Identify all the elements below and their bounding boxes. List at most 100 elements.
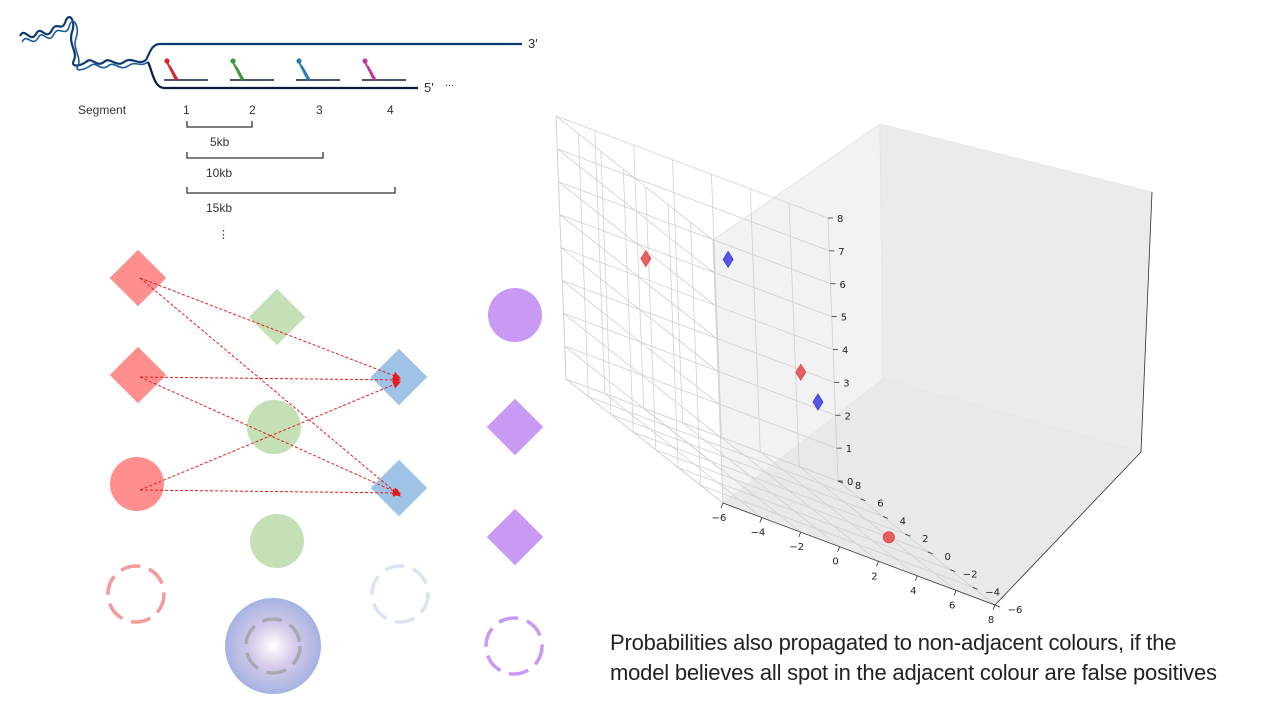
blue-diamond-spot-2 — [370, 459, 428, 517]
x-tick-label: 4 — [910, 586, 916, 597]
end-label-5prime: 5' — [424, 80, 434, 95]
z-tick-label: 1 — [846, 444, 852, 455]
z-tick-label: 8 — [837, 214, 843, 225]
probe-segment-2 — [230, 58, 274, 81]
y-tick-mark — [994, 604, 1001, 608]
y-tick-mark — [972, 586, 978, 590]
y-tick-mark — [927, 551, 933, 555]
blue-dashed-missing-spot — [370, 564, 430, 624]
span-bracket-5kb — [186, 121, 253, 128]
segment-number-2: 2 — [249, 103, 256, 117]
x-axis-line — [722, 502, 996, 606]
arrow-red1-to-blue2 — [139, 277, 401, 497]
z-grid-line — [563, 312, 836, 438]
x-tick-label: 8 — [988, 615, 994, 626]
y-tick-label: 0 — [945, 552, 951, 563]
scatter-point-circle — [882, 531, 895, 544]
z-tick-label: 5 — [841, 313, 847, 324]
grey-dashed-missing-spot — [244, 617, 302, 675]
x-tick-mark — [759, 517, 763, 523]
y-tick-label: 4 — [900, 516, 906, 527]
scatter-point-diamond — [795, 363, 807, 381]
y-tick-mark — [949, 569, 956, 572]
dna-diagram: 3' 5' ... Segment 1 — [19, 15, 538, 241]
template-strand-top — [145, 42, 522, 61]
y-tick-mark — [882, 516, 889, 519]
y-tick-label: 2 — [922, 534, 928, 545]
merged-probability-glow — [225, 598, 321, 694]
dna-helix-strand-a — [19, 15, 147, 67]
x-tick-label: 2 — [871, 571, 877, 582]
arrow-red1-to-blue1 — [139, 277, 401, 380]
probe-segment-3 — [296, 58, 340, 81]
z-tick-label: 4 — [842, 346, 848, 357]
template-strand-bottom — [146, 61, 418, 90]
x-tick-mark — [876, 561, 879, 567]
scatter-point-diamond — [722, 250, 734, 269]
grid-lines — [555, 115, 996, 606]
z-tick-label: 2 — [845, 411, 851, 422]
segment-number-4: 4 — [387, 103, 394, 117]
scatter-point-diamond — [640, 249, 652, 268]
red-diamond-spot-1 — [109, 249, 167, 307]
y-tick-label: −4 — [985, 587, 1000, 598]
z-tick-label: 6 — [840, 280, 846, 291]
caption: Probabilities also propagated to non-adj… — [610, 628, 1270, 688]
span-label-10kb: 10kb — [206, 166, 232, 180]
z-tick-label: 0 — [847, 477, 853, 488]
blue-diamond-spot-1 — [370, 348, 428, 406]
z-grid-line — [564, 345, 837, 471]
red-dashed-missing-spot — [106, 564, 166, 624]
caption-line-1: Probabilities also propagated to non-adj… — [610, 630, 1177, 655]
z-grid-line — [555, 115, 829, 241]
end-label-3prime: 3' — [528, 36, 538, 51]
data-points — [640, 249, 895, 544]
z-grid-line — [557, 148, 830, 274]
y-tick-mark — [860, 498, 866, 502]
span-bracket-10kb — [186, 152, 324, 159]
z-grid-line — [562, 280, 835, 405]
red-circle-spot — [110, 457, 164, 511]
red-diamond-spot-2 — [109, 346, 167, 404]
y-tick-label: −2 — [963, 570, 978, 581]
z-grid-line — [559, 214, 832, 339]
segment-number-1: 1 — [183, 103, 190, 117]
z-grid-line — [558, 181, 831, 307]
span-bracket-15kb — [186, 187, 396, 194]
probe-segment-4 — [362, 58, 406, 81]
dna-helix-strand-b — [21, 20, 149, 71]
z-tick-label: 3 — [843, 378, 849, 389]
span-label-15kb: 15kb — [206, 201, 232, 215]
arrow-red2-to-blue1 — [139, 375, 401, 384]
x-tick-mark — [837, 546, 840, 552]
z-tick-label: 7 — [838, 247, 844, 258]
scatter-point-diamond — [812, 393, 824, 411]
purple-diamond-spot-2 — [486, 508, 544, 566]
green-circle-spot-2 — [250, 514, 304, 568]
continuation-ellipsis: ... — [445, 77, 454, 89]
x-tick-label: −4 — [750, 528, 765, 539]
x-tick-mark — [720, 502, 724, 509]
x-tick-mark — [992, 604, 996, 611]
segment-label: Segment — [78, 103, 127, 117]
x-tick-mark — [798, 531, 802, 538]
green-diamond-spot — [248, 288, 306, 346]
arrow-red3-to-blue2 — [139, 488, 401, 497]
x-tick-mark — [914, 575, 918, 582]
more-spans-ellipsis: ⋮ — [218, 229, 229, 241]
x-tick-label: −6 — [712, 513, 727, 524]
spot-graph — [106, 249, 544, 694]
y-tick-label: −6 — [1008, 605, 1023, 616]
z-grid-line — [565, 378, 839, 504]
span-label-5kb: 5kb — [210, 135, 230, 149]
y-tick-mark — [905, 533, 911, 537]
x-tick-label: 0 — [832, 557, 838, 568]
z-axis-line — [1140, 191, 1153, 453]
purple-dashed-missing-spot — [484, 616, 544, 676]
x-tick-label: 6 — [949, 600, 955, 611]
green-circle-spot-1 — [247, 400, 301, 454]
x-tick-mark — [953, 590, 957, 596]
caption-line-2: model believes all spot in the adjacent … — [610, 660, 1217, 685]
